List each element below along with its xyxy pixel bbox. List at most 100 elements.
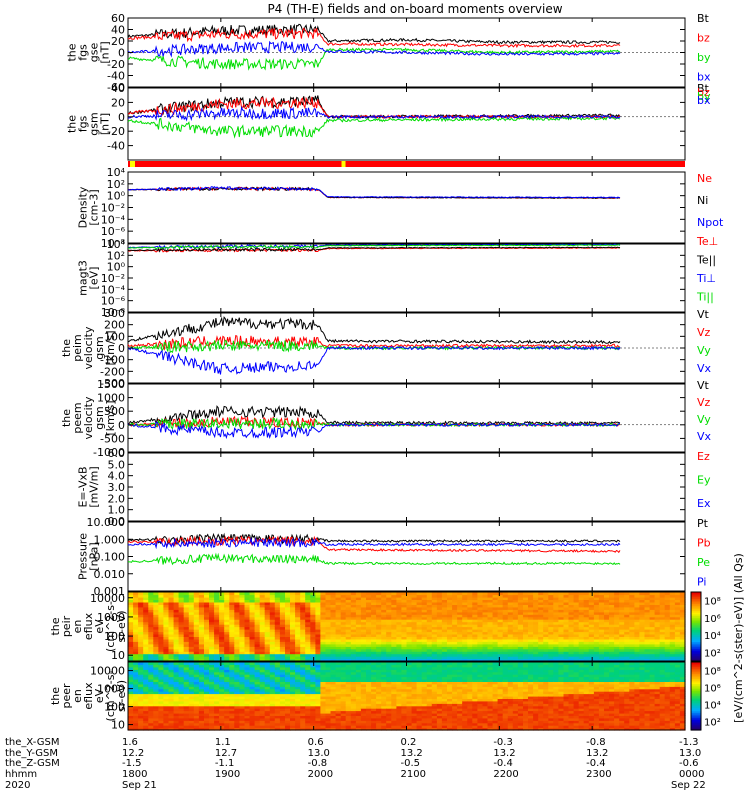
heat-cell [138, 596, 144, 600]
heat-cell [649, 656, 656, 660]
heat-cell [436, 624, 443, 628]
heat-cell [148, 698, 154, 702]
heat-cell [259, 629, 266, 633]
heat-cell [234, 681, 240, 685]
heat-cell [360, 604, 367, 608]
heat-cell [274, 671, 281, 675]
heat-cell [669, 601, 676, 605]
heat-cell [279, 646, 286, 650]
heat-cell [411, 624, 418, 628]
heat-cell [295, 656, 301, 660]
heat-cell [462, 633, 468, 637]
heat-cell [436, 596, 443, 600]
heat-cell [396, 599, 403, 603]
heat-cell [315, 633, 322, 637]
heat-cell [219, 648, 225, 652]
heat-cell [664, 656, 671, 660]
heat-cell [234, 679, 240, 682]
y-tick-label: 10.000 [87, 516, 126, 529]
heat-cell [345, 594, 352, 598]
heat-cell [239, 713, 246, 716]
heat-cell [452, 601, 458, 605]
heat-cell [234, 674, 240, 678]
heat-cell [371, 676, 377, 680]
heat-cell [300, 656, 306, 660]
heat-cell [153, 662, 159, 665]
heat-cell [614, 651, 620, 655]
heat-cell [583, 609, 590, 613]
heat-cell [371, 693, 377, 697]
heat-cell [249, 715, 256, 719]
heat-cell [447, 631, 453, 635]
heat-cell [138, 611, 144, 615]
heat-cell [614, 643, 620, 647]
heat-cell [310, 648, 316, 652]
heat-cell [366, 648, 372, 652]
heat-cell [295, 674, 301, 678]
heat-cell [259, 688, 266, 692]
heat-cell [355, 727, 362, 731]
heat-cell [158, 606, 165, 610]
heat-cell [259, 693, 266, 697]
heat-cell [274, 698, 281, 702]
heat-cell [492, 633, 499, 637]
heat-cell [401, 633, 408, 637]
heat-cell [350, 653, 357, 657]
heat-cell [477, 653, 484, 657]
heat-cell [679, 638, 686, 642]
heat-cell [214, 596, 220, 600]
heat-cell [198, 606, 205, 610]
heat-cell [178, 646, 185, 650]
heat-cell [381, 700, 387, 704]
colorbar-frame [690, 591, 702, 662]
heat-cell [523, 658, 529, 662]
heat-cell [138, 638, 144, 642]
heat-cell [497, 636, 504, 640]
heat-cell [285, 609, 291, 613]
y-axis-label-line: peem [71, 402, 84, 433]
heat-cell [462, 651, 468, 655]
heat-cell [609, 614, 615, 618]
heat-cell [568, 658, 575, 662]
heat-cell [558, 606, 565, 610]
heat-cell [421, 638, 428, 642]
heat-cell [305, 653, 311, 657]
heat-cell [274, 614, 281, 618]
heat-cell [310, 700, 316, 704]
heat-cell [335, 715, 342, 719]
heat-cell [543, 619, 549, 623]
heat-cell [517, 633, 524, 637]
heat-cell [143, 727, 149, 731]
heat-cell [492, 631, 499, 635]
heat-cell [664, 624, 671, 628]
heat-cell [244, 727, 251, 731]
heat-cell [497, 599, 504, 603]
heat-cell [523, 631, 529, 635]
heat-cell [320, 596, 327, 600]
heat-cell [153, 666, 159, 670]
heat-cell [269, 722, 276, 726]
heat-cell [320, 594, 327, 598]
heat-cell [659, 636, 666, 640]
heat-cell [482, 609, 489, 613]
heat-cell [401, 614, 408, 618]
heat-cell [204, 592, 210, 596]
heat-cell [330, 676, 337, 680]
heat-cell [224, 686, 230, 690]
heat-cell [219, 651, 225, 655]
heat-cell [138, 658, 144, 662]
heat-cell [219, 594, 225, 598]
legend-bz: bz [697, 86, 710, 99]
heat-cell [614, 656, 620, 660]
heat-cell [416, 594, 423, 598]
heat-cell [360, 681, 367, 685]
heat-cell [507, 643, 514, 647]
heat-cell [305, 631, 311, 635]
heat-cell [254, 651, 261, 655]
heat-cell [553, 636, 559, 640]
heat-cell [259, 681, 266, 685]
heat-cell [411, 638, 418, 642]
heat-cell [573, 641, 580, 645]
heat-cell [563, 658, 570, 662]
heat-cell [376, 616, 382, 620]
